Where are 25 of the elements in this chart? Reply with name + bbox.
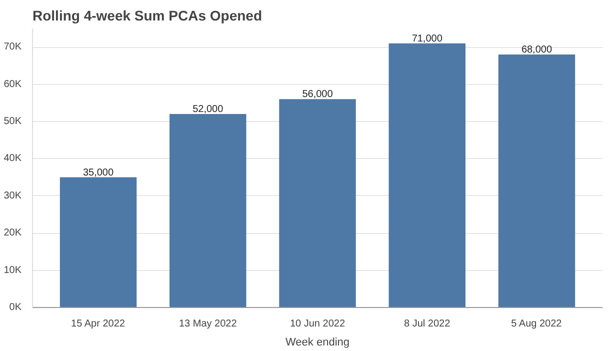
bar bbox=[60, 177, 137, 308]
data-label: 71,000 bbox=[412, 33, 443, 44]
y-tick-label: 60K bbox=[4, 78, 22, 90]
x-tick-label: 5 Aug 2022 bbox=[511, 318, 562, 330]
bar bbox=[279, 99, 356, 308]
data-label: 52,000 bbox=[192, 104, 224, 116]
y-tick-label: 10K bbox=[4, 264, 22, 276]
x-axis-title: Week ending bbox=[285, 336, 350, 348]
data-label: 56,000 bbox=[302, 89, 334, 100]
x-tick-label: 10 Jun 2022 bbox=[290, 318, 346, 330]
data-label: 68,000 bbox=[521, 44, 552, 56]
bar bbox=[498, 54, 576, 308]
y-tick-label: 0K bbox=[9, 302, 22, 313]
x-tick-label: 8 Jul 2022 bbox=[404, 318, 451, 330]
y-tick-label: 70K bbox=[4, 42, 22, 53]
x-tick-label: 15 Apr 2022 bbox=[71, 318, 126, 330]
y-tick-label: 40K bbox=[4, 153, 22, 164]
y-tick-label: 20K bbox=[4, 228, 22, 239]
bar bbox=[170, 114, 246, 308]
y-tick-label: 30K bbox=[4, 190, 22, 202]
chart-title: Rolling 4-week Sum PCAs Opened bbox=[32, 8, 262, 24]
y-tick-label: 50K bbox=[4, 116, 22, 127]
x-tick-label: 13 May 2022 bbox=[178, 318, 238, 330]
data-label: 35,000 bbox=[82, 167, 114, 178]
bar bbox=[388, 43, 466, 308]
